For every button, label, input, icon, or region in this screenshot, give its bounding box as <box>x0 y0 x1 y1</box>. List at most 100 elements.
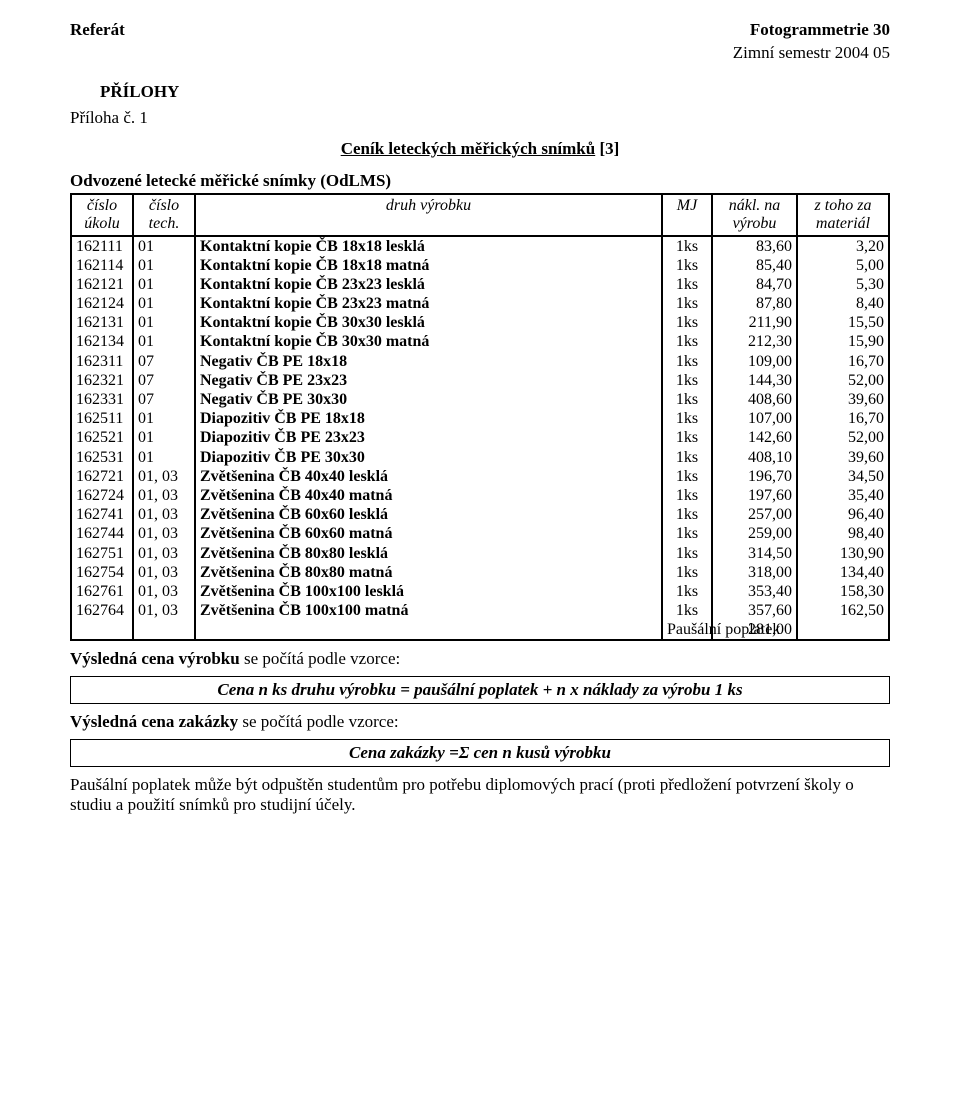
col-ukolu: číslo úkolu <box>71 194 133 235</box>
table-row: 16253101Diapozitiv ČB PE 30x301ks408,103… <box>71 448 889 467</box>
table-cell: 1ks <box>662 582 712 601</box>
table-cell: 98,40 <box>797 524 889 543</box>
table-cell: Zvětšenina ČB 60x60 lesklá <box>195 505 662 524</box>
table-cell-empty <box>133 620 195 640</box>
formula-order: Cena zakázky =Σ cen n kusů výrobku <box>70 739 890 767</box>
table-row: 16274401, 03Zvětšenina ČB 60x60 matná1ks… <box>71 524 889 543</box>
title-underline: Ceník leteckých měřických snímků <box>341 139 596 158</box>
table-cell: 162321 <box>71 371 133 390</box>
table-cell: 162764 <box>71 601 133 620</box>
col-tech: číslo tech. <box>133 194 195 235</box>
table-cell: 162721 <box>71 467 133 486</box>
table-cell: 162511 <box>71 409 133 428</box>
table-cell: 1ks <box>662 294 712 313</box>
table-cell: Kontaktní kopie ČB 23x23 matná <box>195 294 662 313</box>
table-cell: Kontaktní kopie ČB 18x18 lesklá <box>195 236 662 256</box>
table-cell: 1ks <box>662 236 712 256</box>
table-cell: 01 <box>133 294 195 313</box>
table-cell: 07 <box>133 371 195 390</box>
table-cell-empty <box>797 620 889 640</box>
table-row: 16233107Negativ ČB PE 30x301ks408,6039,6… <box>71 390 889 409</box>
table-cell: 35,40 <box>797 486 889 505</box>
table-cell: 353,40 <box>712 582 797 601</box>
col-druh: druh výrobku <box>195 194 662 235</box>
table-cell: Zvětšenina ČB 40x40 lesklá <box>195 467 662 486</box>
col-mj: MJ <box>662 194 712 235</box>
header-right: Fotogrammetrie 30 <box>750 20 890 40</box>
table-row: 16212401Kontaktní kopie ČB 23x23 matná1k… <box>71 294 889 313</box>
table-cell: 34,50 <box>797 467 889 486</box>
table-cell: 1ks <box>662 563 712 582</box>
table-cell: 01 <box>133 332 195 351</box>
table-row: 16274101, 03Zvětšenina ČB 60x60 lesklá1k… <box>71 505 889 524</box>
table-cell: Zvětšenina ČB 40x40 matná <box>195 486 662 505</box>
section-heading: PŘÍLOHY <box>100 82 890 102</box>
table-cell: Zvětšenina ČB 80x80 lesklá <box>195 544 662 563</box>
table-cell: 1ks <box>662 467 712 486</box>
table-cell: 39,60 <box>797 448 889 467</box>
table-cell: 01, 03 <box>133 563 195 582</box>
table-cell: Zvětšenina ČB 80x80 matná <box>195 563 662 582</box>
table-row: 16275101, 03Zvětšenina ČB 80x80 lesklá1k… <box>71 544 889 563</box>
table-row: 16275401, 03Zvětšenina ČB 80x80 matná1ks… <box>71 563 889 582</box>
table-cell: 01, 03 <box>133 467 195 486</box>
table-cell: 314,50 <box>712 544 797 563</box>
attachment-line: Příloha č. 1 <box>70 108 890 128</box>
table-cell: 07 <box>133 352 195 371</box>
table-cell: Kontaktní kopie ČB 30x30 lesklá <box>195 313 662 332</box>
table-cell: Diapozitiv ČB PE 23x23 <box>195 428 662 447</box>
table-cell: 1ks <box>662 352 712 371</box>
table-row: 16211401Kontaktní kopie ČB 18x18 matná1k… <box>71 256 889 275</box>
table-cell: 01 <box>133 428 195 447</box>
table-cell: Negativ ČB PE 23x23 <box>195 371 662 390</box>
table-cell: 01 <box>133 236 195 256</box>
table-row: 16272401, 03Zvětšenina ČB 40x40 matná1ks… <box>71 486 889 505</box>
table-row: 16232107Negativ ČB PE 23x231ks144,3052,0… <box>71 371 889 390</box>
table-cell: 1ks <box>662 428 712 447</box>
table-cell: 162521 <box>71 428 133 447</box>
table-cell: 1ks <box>662 448 712 467</box>
table-cell: 87,80 <box>712 294 797 313</box>
table-cell: 162761 <box>71 582 133 601</box>
table-cell: 52,00 <box>797 428 889 447</box>
table-cell: 1ks <box>662 524 712 543</box>
result-product-label: Výsledná cena výrobku <box>70 649 240 668</box>
table-cell: Negativ ČB PE 18x18 <box>195 352 662 371</box>
table-cell: 162124 <box>71 294 133 313</box>
table-cell: 162121 <box>71 275 133 294</box>
table-cell: 5,30 <box>797 275 889 294</box>
result-product-line: Výsledná cena výrobku se počítá podle vz… <box>70 649 890 669</box>
table-cell: 197,60 <box>712 486 797 505</box>
table-cell: Zvětšenina ČB 100x100 matná <box>195 601 662 620</box>
table-cell: 1ks <box>662 409 712 428</box>
table-cell: 15,50 <box>797 313 889 332</box>
table-cell: 52,00 <box>797 371 889 390</box>
table-cell: 01 <box>133 256 195 275</box>
table-cell: 318,00 <box>712 563 797 582</box>
table-cell: 01, 03 <box>133 544 195 563</box>
table-cell: 39,60 <box>797 390 889 409</box>
table-cell: 144,30 <box>712 371 797 390</box>
table-cell: 162311 <box>71 352 133 371</box>
bottom-paragraph: Paušální poplatek může být odpuštěn stud… <box>70 775 890 816</box>
table-cell: 96,40 <box>797 505 889 524</box>
table-cell: 162134 <box>71 332 133 351</box>
table-cell: 01 <box>133 275 195 294</box>
table-cell: Zvětšenina ČB 100x100 lesklá <box>195 582 662 601</box>
table-cell: 83,60 <box>712 236 797 256</box>
fee-row: Paušální poplatek281,00 <box>71 620 889 640</box>
table-cell: 162114 <box>71 256 133 275</box>
table-cell: 257,00 <box>712 505 797 524</box>
table-cell: 162744 <box>71 524 133 543</box>
table-cell-empty <box>71 620 133 640</box>
table-cell: 16,70 <box>797 409 889 428</box>
table-cell: 162751 <box>71 544 133 563</box>
result-order-suffix: se počítá podle vzorce: <box>238 712 399 731</box>
table-cell: 162331 <box>71 390 133 409</box>
table-cell: 1ks <box>662 486 712 505</box>
table-cell: Kontaktní kopie ČB 23x23 lesklá <box>195 275 662 294</box>
table-cell: 01, 03 <box>133 505 195 524</box>
table-cell-empty <box>195 620 662 640</box>
table-cell: 1ks <box>662 390 712 409</box>
table-header-row: číslo úkolu číslo tech. druh výrobku MJ … <box>71 194 889 235</box>
